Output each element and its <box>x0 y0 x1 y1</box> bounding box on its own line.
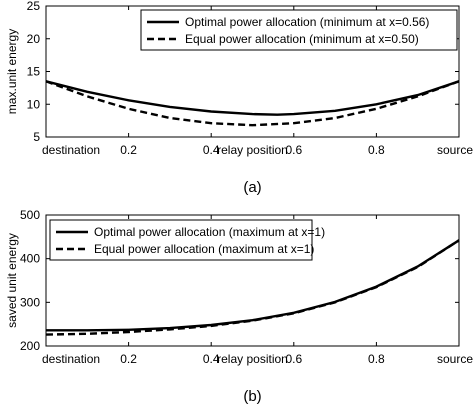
panel-a: destination 0.2 0.4 0.6 0.8 source 5 10 15 20 25 re… <box>5 0 473 196</box>
series-line-optimal <box>45 80 460 116</box>
x-tick-label: 0.6 <box>285 352 302 366</box>
x-tick-label: source <box>437 143 473 157</box>
y-tick-label: 300 <box>20 295 40 309</box>
legend: Optimal power allocation (maximum at x=1… <box>49 219 325 261</box>
series-line-optimal <box>46 239 460 332</box>
y-tick-label: 25 <box>27 0 41 13</box>
y-tick-label: 15 <box>27 65 41 79</box>
y-tick-label: 20 <box>27 32 41 46</box>
x-tick-label: 0.2 <box>120 352 137 366</box>
legend-entry: Equal power allocation (maximum at x=1) <box>94 242 314 256</box>
y-tick-label: 10 <box>27 97 41 111</box>
panel-caption: (a) <box>243 179 261 196</box>
legend-box <box>49 219 313 261</box>
x-axis-label: relay position <box>217 143 288 157</box>
x-tick-label: 0.4 <box>203 352 220 366</box>
x-tick-label: 0.4 <box>203 143 220 157</box>
x-tick-label: source <box>437 352 473 366</box>
y-axis-label: max.unit energy <box>5 29 19 114</box>
y-tick-label: 400 <box>20 252 40 266</box>
x-tick-label: destination <box>42 143 100 157</box>
plot-frame <box>45 214 460 347</box>
x-tick-label: 0.8 <box>368 352 385 366</box>
legend-entry: Optimal power allocation (minimum at x=0… <box>185 15 429 29</box>
panel-b: destination 0.2 0.4 0.6 0.8 source 200 300 400 50… <box>5 208 473 405</box>
legend-entry: Equal power allocation (minimum at x=0.5… <box>185 32 419 46</box>
legend-entry: Optimal power allocation (maximum at x=1… <box>94 225 325 239</box>
y-tick-label: 5 <box>33 130 40 144</box>
legend: Optimal power allocation (minimum at x=0… <box>140 9 458 51</box>
x-tick-label: 0.2 <box>120 143 137 157</box>
legend-box <box>140 9 458 51</box>
panel-caption: (b) <box>243 388 261 405</box>
y-axis-label: saved unit energy <box>5 233 19 328</box>
x-tick-label: 0.6 <box>285 143 302 157</box>
x-tick-label: destination <box>42 352 100 366</box>
series-line-equal <box>45 239 460 336</box>
series-line-equal <box>45 80 460 127</box>
x-tick-label: 0.8 <box>368 143 385 157</box>
y-tick-label: 200 <box>20 339 40 353</box>
x-axis-label: relay position <box>217 352 288 366</box>
y-tick-label: 500 <box>20 208 40 222</box>
